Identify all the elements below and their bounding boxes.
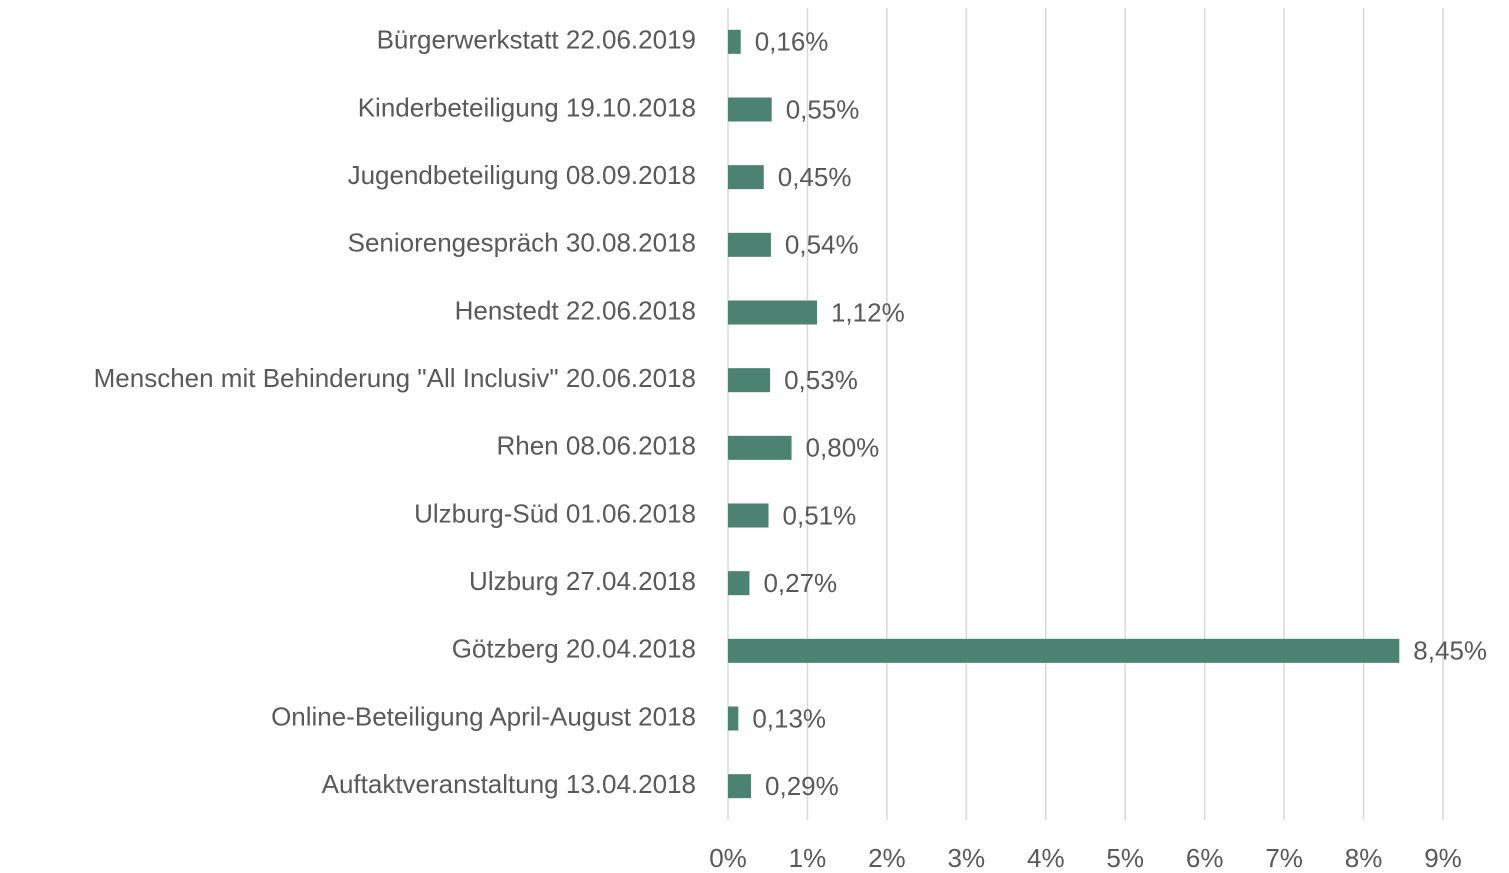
bar bbox=[728, 29, 741, 54]
value-label: 0,45% bbox=[778, 162, 852, 192]
y-tick-label: Online-Beteiligung April-August 2018 bbox=[271, 701, 696, 731]
x-tick-label: 0% bbox=[709, 843, 747, 873]
bar bbox=[728, 232, 771, 257]
bar bbox=[728, 571, 750, 596]
value-label: 0,27% bbox=[763, 568, 837, 598]
bar bbox=[728, 774, 752, 799]
y-tick-label: Kinderbeteiligung 19.10.2018 bbox=[358, 92, 696, 122]
bar bbox=[728, 638, 1400, 663]
value-label: 0,55% bbox=[786, 94, 860, 124]
y-tick-label: Ulzburg 27.04.2018 bbox=[469, 566, 696, 596]
bar bbox=[728, 165, 764, 190]
value-label: 0,54% bbox=[785, 230, 859, 260]
y-tick-label: Ulzburg-Süd 01.06.2018 bbox=[414, 498, 696, 528]
bar bbox=[728, 706, 739, 731]
value-label: 0,80% bbox=[806, 433, 880, 463]
bar bbox=[728, 97, 772, 122]
y-tick-label: Henstedt 22.06.2018 bbox=[455, 295, 696, 325]
value-label: 0,13% bbox=[752, 703, 826, 733]
value-label: 8,45% bbox=[1413, 636, 1487, 666]
x-tick-label: 4% bbox=[1027, 843, 1065, 873]
x-tick-label: 6% bbox=[1186, 843, 1224, 873]
x-tick-label: 2% bbox=[868, 843, 906, 873]
value-label: 0,16% bbox=[755, 27, 829, 57]
y-tick-label: Seniorengespräch 30.08.2018 bbox=[348, 228, 696, 258]
x-tick-label: 5% bbox=[1106, 843, 1144, 873]
bar bbox=[728, 503, 769, 528]
x-tick-label: 3% bbox=[948, 843, 986, 873]
value-label: 0,53% bbox=[784, 365, 858, 395]
value-label: 0,29% bbox=[765, 771, 839, 801]
bar bbox=[728, 300, 817, 325]
value-label: 0,51% bbox=[783, 500, 857, 530]
x-tick-label: 8% bbox=[1345, 843, 1383, 873]
y-tick-label: Götzberg 20.04.2018 bbox=[452, 634, 696, 664]
x-tick-label: 1% bbox=[789, 843, 827, 873]
bar bbox=[728, 368, 771, 393]
y-tick-label: Menschen mit Behinderung "All Inclusiv" … bbox=[94, 363, 696, 393]
x-tick-label: 7% bbox=[1265, 843, 1303, 873]
y-tick-label: Auftaktveranstaltung 13.04.2018 bbox=[322, 769, 696, 799]
y-tick-label: Rhen 08.06.2018 bbox=[496, 431, 696, 461]
bar bbox=[728, 435, 792, 460]
value-label: 1,12% bbox=[831, 297, 905, 327]
x-tick-label: 9% bbox=[1424, 843, 1462, 873]
y-tick-label: Jugendbeteiligung 08.09.2018 bbox=[348, 160, 696, 190]
y-tick-label: Bürgerwerkstatt 22.06.2019 bbox=[377, 25, 696, 55]
